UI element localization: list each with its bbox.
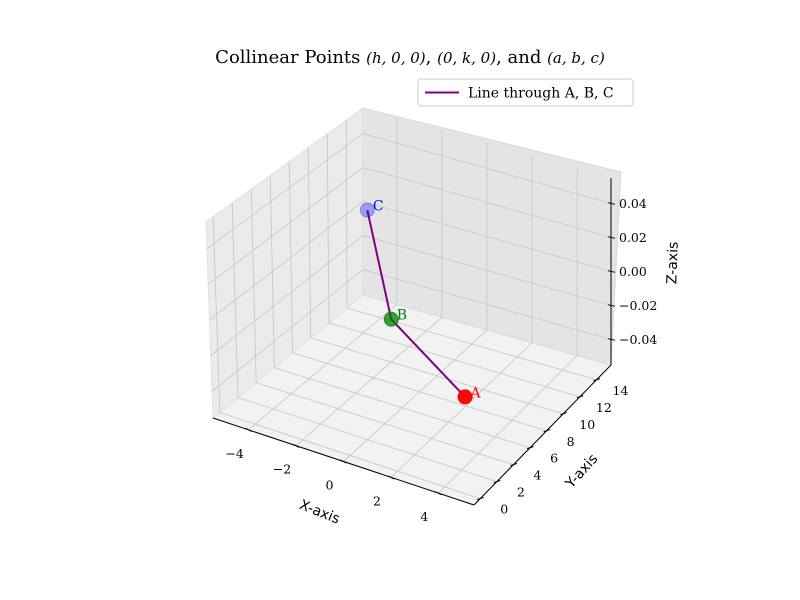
z-gridline-left — [211, 269, 364, 392]
x-tick — [435, 491, 442, 496]
point-label-a: A — [470, 385, 482, 401]
y-tick — [593, 378, 601, 382]
y-tick-label: 2 — [517, 485, 525, 500]
y-tick — [576, 395, 584, 399]
y-gridline-floor — [219, 411, 481, 500]
legend: Line through A, B, C — [417, 78, 634, 107]
chart-title: Collinear Points (h, 0, 0), (0, k, 0), a… — [215, 47, 605, 68]
y-tick — [493, 479, 501, 484]
legend-frame — [417, 78, 634, 107]
x-tick — [340, 459, 347, 464]
z-tick-label: 0.04 — [619, 196, 647, 211]
z-tick — [607, 270, 616, 273]
data-layer: A B C — [359, 199, 482, 405]
point-c — [359, 202, 375, 218]
y-tick-label: 4 — [533, 468, 541, 483]
point-label-c: C — [373, 199, 384, 215]
y-tick — [526, 446, 534, 450]
y-gridline-floor — [292, 352, 547, 432]
y-tick-label: 6 — [550, 451, 558, 466]
z-gridline-back — [362, 201, 612, 272]
z-gridline-left — [207, 167, 364, 285]
x-tick — [245, 427, 253, 433]
z-tick — [607, 304, 616, 307]
point-a — [457, 389, 473, 405]
z-tick — [607, 338, 616, 341]
y-tick-label: 14 — [613, 383, 629, 398]
x-tick-label: −2 — [273, 462, 291, 477]
y-tick — [543, 429, 551, 433]
y-gridline-floor — [237, 397, 497, 483]
y-tick-label: 10 — [579, 417, 595, 432]
y-gridline-floor — [256, 382, 514, 466]
y-tick-label: 0 — [500, 502, 508, 517]
point-b — [383, 311, 399, 327]
y-tick — [560, 412, 567, 416]
point-label-b: B — [397, 308, 407, 324]
y-gridline-floor — [310, 337, 564, 415]
z-gridline-back — [362, 269, 612, 340]
x-tick-label: −4 — [225, 446, 243, 461]
y-tick-label: 12 — [596, 400, 612, 415]
z-axis-label: Z-axis — [664, 241, 681, 284]
z-gridline-left — [206, 133, 364, 250]
legend-entry-label: Line through A, B, C — [468, 86, 614, 102]
x-tick — [292, 443, 300, 448]
x-tick-label: 4 — [420, 509, 428, 524]
grid-lines — [206, 117, 612, 500]
z-tick-label: −0.02 — [619, 298, 657, 313]
y-tick — [477, 496, 484, 501]
z-gridline-left — [210, 235, 364, 356]
y-tick-label: 8 — [567, 434, 575, 449]
x-tick — [387, 475, 395, 480]
z-gridline-back — [362, 133, 612, 204]
x-tick-label: 2 — [373, 493, 381, 508]
z-gridline-left — [209, 201, 364, 321]
z-gridline-back — [362, 167, 612, 238]
y-tick — [510, 463, 518, 467]
z-tick-label: −0.04 — [619, 332, 657, 347]
y-gridline-floor — [328, 322, 580, 398]
z-tick — [607, 236, 616, 239]
z-gridline-back — [362, 235, 612, 306]
z-tick-label: 0.02 — [619, 230, 647, 245]
y-gridline-floor — [274, 367, 531, 449]
z-tick-label: 0.00 — [619, 264, 647, 279]
z-tick — [607, 202, 616, 205]
x-tick-label: 0 — [326, 478, 334, 493]
